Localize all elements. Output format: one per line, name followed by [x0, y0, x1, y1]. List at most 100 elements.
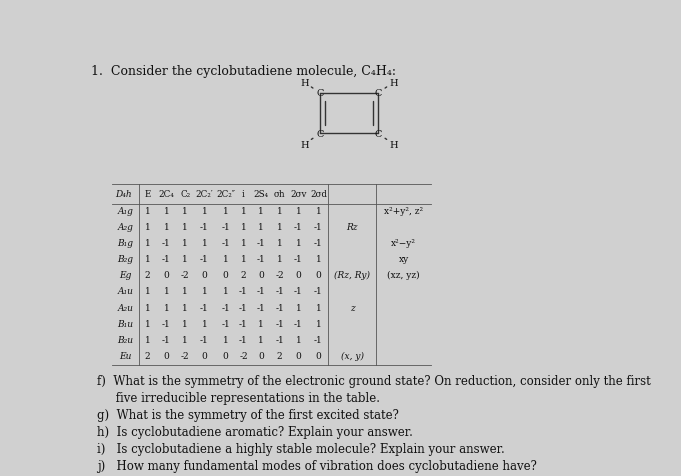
Text: 1: 1 [145, 238, 151, 248]
Text: 1: 1 [145, 222, 151, 231]
Text: x²−y²: x²−y² [391, 238, 416, 248]
Text: -1: -1 [221, 222, 230, 231]
Text: (xz, yz): (xz, yz) [387, 271, 420, 280]
Text: 1: 1 [223, 206, 228, 215]
Text: B₂u: B₂u [117, 335, 133, 344]
Text: -1: -1 [162, 335, 171, 344]
Text: -1: -1 [294, 255, 303, 264]
Text: 1: 1 [223, 287, 228, 296]
Text: 1: 1 [240, 206, 247, 215]
Text: C: C [316, 129, 323, 139]
Text: 1: 1 [240, 255, 247, 264]
Text: -1: -1 [239, 335, 248, 344]
Text: 0: 0 [202, 271, 207, 280]
Text: five irreducible representations in the table.: five irreducible representations in the … [97, 392, 380, 405]
Text: A₁u: A₁u [117, 287, 133, 296]
Text: -1: -1 [239, 319, 248, 328]
Text: H: H [390, 140, 398, 149]
Text: 0: 0 [315, 351, 321, 360]
Text: 1.  Consider the cyclobutadiene molecule, C₄H₄:: 1. Consider the cyclobutadiene molecule,… [91, 65, 396, 78]
Text: 1: 1 [183, 303, 188, 312]
Text: 1: 1 [183, 222, 188, 231]
Text: 1: 1 [315, 319, 321, 328]
Text: H: H [390, 79, 398, 88]
Text: -2: -2 [181, 271, 189, 280]
Text: σh: σh [274, 190, 285, 199]
Text: H: H [300, 79, 308, 88]
Text: E: E [144, 190, 151, 199]
Text: xy: xy [398, 255, 409, 264]
Text: 0: 0 [223, 351, 228, 360]
Text: A₂g: A₂g [117, 222, 133, 231]
Text: 1: 1 [145, 303, 151, 312]
Text: 2C₂″: 2C₂″ [216, 190, 235, 199]
Text: 1: 1 [183, 238, 188, 248]
Text: f)  What is the symmetry of the electronic ground state? On reduction, consider : f) What is the symmetry of the electroni… [97, 375, 650, 387]
Text: 1: 1 [240, 222, 247, 231]
Text: -1: -1 [257, 238, 265, 248]
Text: -2: -2 [275, 271, 284, 280]
Text: -1: -1 [239, 303, 248, 312]
Text: 1: 1 [183, 206, 188, 215]
Text: Eg: Eg [119, 271, 131, 280]
Text: 0: 0 [163, 271, 170, 280]
Text: Rz: Rz [347, 222, 358, 231]
Text: -2: -2 [181, 351, 189, 360]
Text: -1: -1 [294, 287, 303, 296]
Text: x²+y², z²: x²+y², z² [384, 206, 423, 215]
Text: 1: 1 [145, 287, 151, 296]
Text: 0: 0 [296, 271, 301, 280]
Text: (Rz, Ry): (Rz, Ry) [334, 271, 370, 280]
Text: D₄h: D₄h [116, 190, 132, 199]
Text: 1: 1 [163, 303, 170, 312]
Text: B₂g: B₂g [117, 255, 133, 264]
Text: 2: 2 [145, 351, 151, 360]
Text: 0: 0 [223, 271, 228, 280]
Text: H: H [300, 140, 308, 149]
Text: i)   Is cyclobutadiene a highly stable molecule? Explain your answer.: i) Is cyclobutadiene a highly stable mol… [97, 442, 505, 455]
Text: 1: 1 [183, 287, 188, 296]
Text: 1: 1 [296, 238, 301, 248]
Text: -1: -1 [275, 303, 284, 312]
Text: -1: -1 [200, 255, 209, 264]
Text: 2: 2 [240, 271, 247, 280]
Text: 0: 0 [258, 271, 264, 280]
Text: 1: 1 [315, 255, 321, 264]
Text: 1: 1 [258, 319, 264, 328]
Text: -1: -1 [294, 319, 303, 328]
Text: 2C₄: 2C₄ [159, 190, 174, 199]
Text: z: z [350, 303, 355, 312]
Text: -2: -2 [239, 351, 248, 360]
Text: 1: 1 [163, 206, 170, 215]
Text: 2S₄: 2S₄ [253, 190, 268, 199]
Text: 2σv: 2σv [290, 190, 306, 199]
Text: 2C₂′: 2C₂′ [195, 190, 213, 199]
Text: 1: 1 [258, 206, 264, 215]
Text: 0: 0 [296, 351, 301, 360]
Text: -1: -1 [275, 287, 284, 296]
Text: 0: 0 [163, 351, 170, 360]
Text: -1: -1 [162, 255, 171, 264]
Text: 0: 0 [258, 351, 264, 360]
Text: 1: 1 [163, 222, 170, 231]
Text: 1: 1 [202, 319, 207, 328]
Text: 1: 1 [202, 287, 207, 296]
Text: 1: 1 [296, 335, 301, 344]
Text: -1: -1 [257, 303, 265, 312]
Text: -1: -1 [294, 222, 303, 231]
Text: 1: 1 [183, 335, 188, 344]
Text: -1: -1 [257, 287, 265, 296]
Text: h)  Is cyclobutadiene aromatic? Explain your answer.: h) Is cyclobutadiene aromatic? Explain y… [97, 425, 413, 438]
Text: 1: 1 [183, 319, 188, 328]
Text: Eu: Eu [119, 351, 131, 360]
Text: 1: 1 [240, 238, 247, 248]
Text: 1: 1 [223, 335, 228, 344]
Text: C: C [316, 89, 323, 98]
Text: -1: -1 [200, 335, 209, 344]
Text: -1: -1 [221, 319, 230, 328]
Text: B₁g: B₁g [117, 238, 133, 248]
Text: 1: 1 [145, 206, 151, 215]
Text: -1: -1 [200, 303, 209, 312]
Text: 1: 1 [296, 206, 301, 215]
Text: -1: -1 [200, 222, 209, 231]
